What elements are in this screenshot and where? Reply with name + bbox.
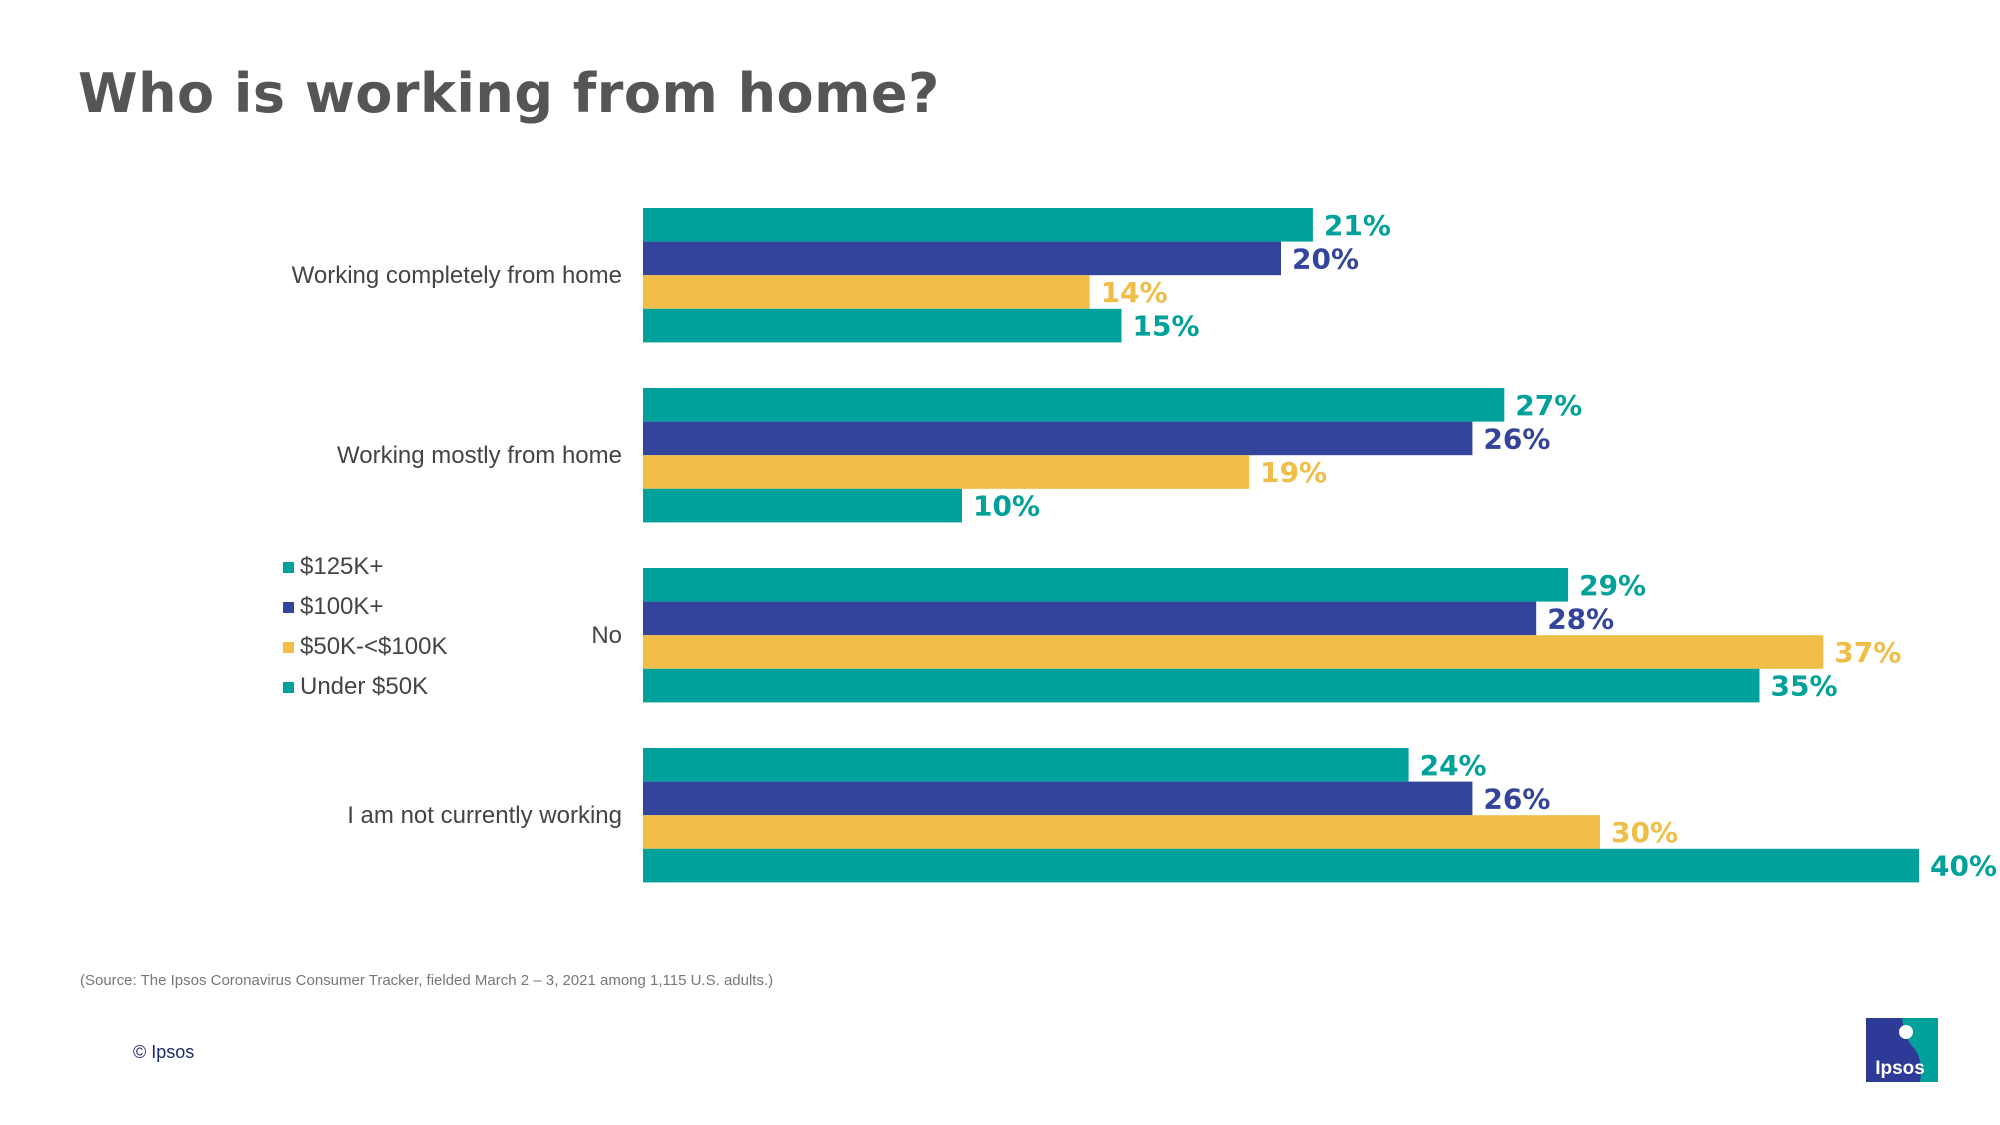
legend-swatch <box>283 561 294 573</box>
data-label: 28% <box>1547 602 1614 635</box>
legend-swatch <box>283 601 294 613</box>
data-label: 10% <box>973 490 1040 523</box>
data-label: 35% <box>1771 670 1838 703</box>
bar <box>643 748 1409 782</box>
data-label: 40% <box>1930 850 1997 883</box>
category-label: No <box>591 622 622 649</box>
data-label: 26% <box>1483 782 1550 815</box>
bar <box>643 488 962 523</box>
legend: $125K+ $100K+ $50K-<$100K Under $50K <box>283 547 447 707</box>
bar <box>643 388 1505 422</box>
category-label: I am not currently working <box>347 802 622 829</box>
legend-label: Under $50K <box>300 673 429 700</box>
bar <box>643 848 1919 883</box>
chart-title: Who is working from home? <box>78 62 940 125</box>
copyright: © Ipsos <box>133 1042 195 1062</box>
legend-swatch <box>283 681 294 693</box>
data-label: 26% <box>1483 422 1550 455</box>
bar <box>643 568 1569 602</box>
category-label: Working completely from home <box>292 262 622 289</box>
bar <box>643 601 1537 636</box>
source-note: (Source: The Ipsos Coronavirus Consumer … <box>80 972 774 989</box>
data-label: 29% <box>1579 569 1646 602</box>
legend-item: $50K-<$100K <box>283 627 447 667</box>
data-label: 19% <box>1260 456 1327 489</box>
logo-text: Ipsos <box>1875 1058 1925 1079</box>
bar <box>643 308 1122 343</box>
legend-swatch <box>283 641 294 653</box>
data-label: 30% <box>1611 816 1678 849</box>
data-label: 21% <box>1324 209 1391 242</box>
data-label: 14% <box>1101 276 1168 309</box>
legend-item: $100K+ <box>283 587 447 627</box>
legend-item: Under $50K <box>283 667 447 707</box>
legend-label: $50K-<$100K <box>300 633 448 660</box>
bar <box>643 781 1473 816</box>
data-label: 37% <box>1834 636 1901 669</box>
data-label: 27% <box>1515 389 1582 422</box>
data-label: 15% <box>1133 310 1200 343</box>
ipsos-logo: Ipsos <box>1866 1018 1938 1082</box>
bar <box>643 635 1824 669</box>
bar <box>643 815 1600 849</box>
bar <box>643 241 1281 276</box>
data-label: 20% <box>1292 242 1359 275</box>
legend-label: $100K+ <box>300 593 384 620</box>
bar <box>643 455 1250 489</box>
legend-label: $125K+ <box>300 553 384 580</box>
bar <box>643 421 1473 456</box>
data-label: 24% <box>1420 749 1487 782</box>
bar <box>643 208 1313 242</box>
category-label: Working mostly from home <box>337 442 622 469</box>
legend-item: $125K+ <box>283 547 447 587</box>
bar <box>643 668 1760 703</box>
bar-chart: Working completely from home 21%20% 14%15%… <box>292 208 1997 883</box>
logo-head-icon <box>1899 1025 1913 1039</box>
bar <box>643 275 1090 309</box>
